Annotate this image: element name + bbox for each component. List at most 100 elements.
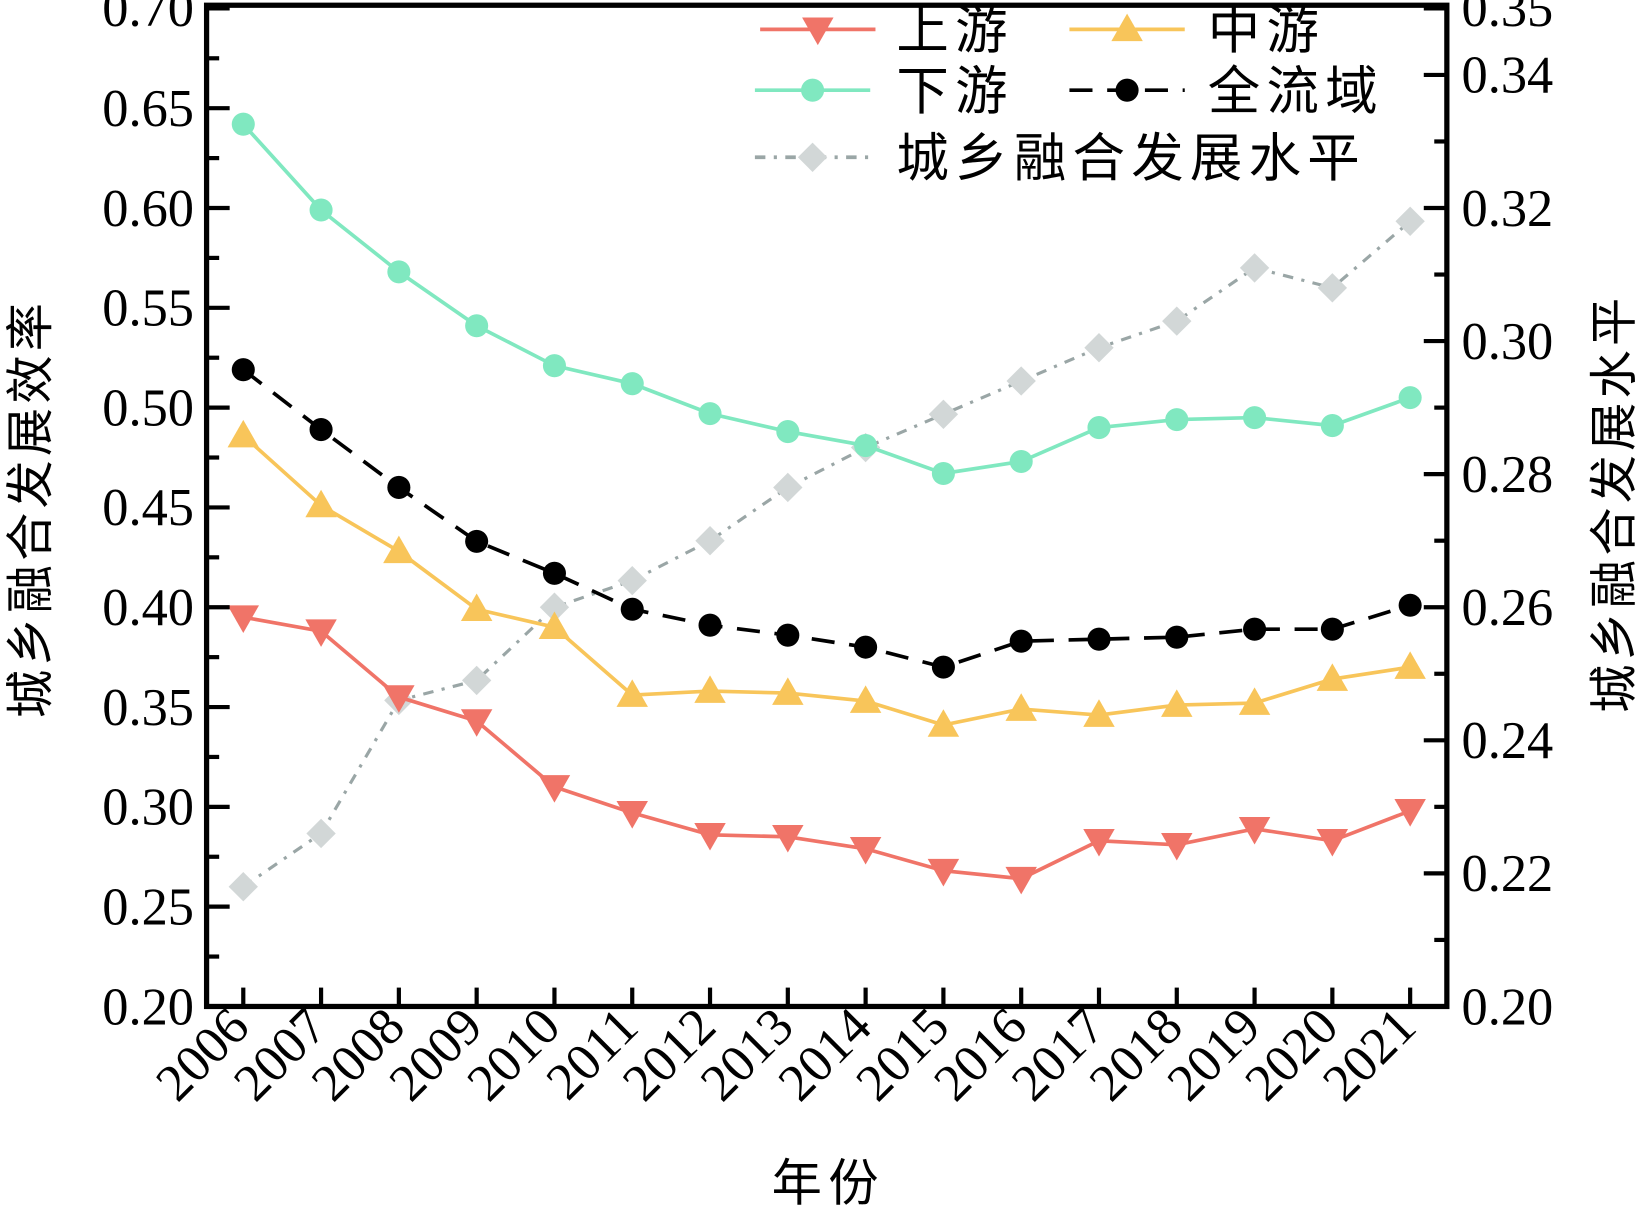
data-point (1005, 693, 1037, 721)
legend-item-0: 上游 (760, 0, 1013, 61)
legend-marker (802, 17, 834, 46)
series-3 (231, 358, 1422, 679)
data-point (387, 475, 411, 499)
data-point (465, 529, 489, 553)
data-point (460, 593, 493, 622)
y-tick-label: 0.65 (102, 80, 194, 138)
y2-tick-label: 0.35 (1462, 0, 1554, 38)
data-point (227, 419, 260, 448)
data-point (1243, 617, 1267, 641)
series-1 (227, 419, 1426, 737)
data-point (1239, 253, 1270, 283)
data-point (542, 561, 566, 585)
data-point (1087, 416, 1111, 440)
data-point (309, 418, 333, 442)
data-point (1083, 699, 1115, 727)
y-tick-label: 0.25 (102, 878, 194, 936)
data-point (460, 709, 493, 737)
data-point (616, 801, 648, 829)
data-point (1165, 408, 1189, 432)
legend-marker (801, 78, 825, 102)
data-point (849, 685, 882, 713)
data-point (928, 399, 959, 429)
data-point (1398, 593, 1422, 617)
data-point (305, 619, 337, 647)
data-point (616, 679, 648, 707)
y-tick-label: 0.55 (102, 280, 194, 338)
series-2 (231, 112, 1422, 486)
data-point (383, 685, 415, 713)
data-point (1162, 306, 1192, 336)
legend-item-3: 全流域 (1069, 61, 1384, 122)
y2-tick-label: 0.34 (1462, 47, 1554, 105)
legend-label: 城乡融合发展水平 (896, 128, 1366, 189)
data-point (698, 613, 722, 637)
legend-label: 全流域 (1208, 61, 1384, 122)
legend-label: 下游 (896, 61, 1013, 122)
data-point (1165, 625, 1189, 649)
data-point (698, 402, 722, 426)
data-point (617, 565, 647, 596)
data-point (695, 526, 725, 556)
data-point (461, 665, 492, 696)
data-point (1394, 799, 1426, 827)
y-tick-label: 0.60 (102, 180, 194, 238)
data-point (1238, 687, 1271, 715)
data-point (1398, 386, 1422, 410)
data-point (465, 314, 489, 338)
data-point (387, 260, 411, 284)
y-axis-label: 城乡融合发展效率 (3, 299, 59, 718)
data-point (305, 489, 337, 518)
data-point (1320, 617, 1344, 641)
legend-label: 中游 (1208, 0, 1325, 61)
data-point (772, 824, 804, 853)
data-point (1394, 651, 1426, 679)
data-point (927, 709, 960, 737)
data-point (1009, 449, 1033, 474)
data-point (538, 611, 571, 639)
y2-tick-label: 0.28 (1462, 446, 1554, 504)
data-point (694, 823, 726, 851)
y-tick-label: 0.70 (102, 0, 194, 38)
legend-item-2: 下游 (754, 61, 1013, 122)
data-point (854, 635, 878, 659)
data-point (1084, 333, 1114, 363)
data-point (383, 535, 415, 564)
data-point (1009, 629, 1033, 653)
legend-item-4: 城乡融合发展水平 (754, 128, 1366, 189)
y2-tick-label: 0.32 (1462, 180, 1554, 238)
legend-marker (1115, 78, 1139, 102)
data-point (620, 372, 644, 396)
data-point (1005, 866, 1037, 895)
data-point (538, 775, 571, 803)
data-point (228, 872, 258, 902)
data-point (231, 112, 255, 136)
data-point (773, 472, 803, 503)
y2-tick-label: 0.24 (1462, 712, 1554, 770)
data-point (772, 677, 804, 705)
y2-axis-label: 城乡融合发展水平 (1586, 294, 1642, 713)
legend-label: 上游 (896, 0, 1013, 61)
y-tick-label: 0.30 (102, 779, 194, 837)
data-point (1316, 828, 1349, 857)
data-point (1320, 414, 1344, 438)
legend-item-1: 中游 (1069, 0, 1325, 61)
data-point (227, 605, 260, 633)
data-point (1395, 206, 1425, 236)
y-tick-label: 0.35 (102, 679, 194, 737)
data-point (931, 461, 955, 486)
data-point (776, 623, 800, 647)
data-point (539, 592, 570, 622)
data-point (776, 420, 800, 444)
data-point (1083, 828, 1115, 857)
x-tick-label: 2021 (1312, 997, 1427, 1112)
y2-tick-label: 0.20 (1462, 978, 1554, 1036)
y-tick-label: 0.20 (102, 978, 194, 1036)
data-point (694, 675, 726, 703)
data-point (849, 836, 882, 865)
y-tick-label: 0.40 (102, 579, 194, 637)
data-point (1161, 832, 1193, 861)
data-point (1316, 663, 1349, 691)
